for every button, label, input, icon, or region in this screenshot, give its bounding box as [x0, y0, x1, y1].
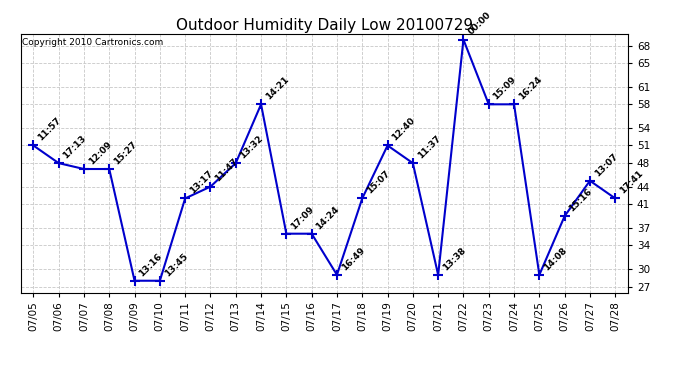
Text: 13:45: 13:45	[163, 251, 189, 278]
Text: 17:41: 17:41	[618, 169, 645, 196]
Text: 14:08: 14:08	[542, 246, 569, 272]
Text: Copyright 2010 Cartronics.com: Copyright 2010 Cartronics.com	[22, 38, 163, 46]
Text: 14:24: 14:24	[315, 204, 342, 231]
Text: 17:09: 17:09	[289, 204, 316, 231]
Text: 13:07: 13:07	[593, 152, 620, 178]
Text: 16:24: 16:24	[517, 75, 544, 102]
Text: 15:27: 15:27	[112, 140, 139, 166]
Text: 11:37: 11:37	[415, 134, 442, 160]
Text: 00:00: 00:00	[466, 10, 493, 37]
Text: 12:40: 12:40	[391, 116, 417, 143]
Text: 14:21: 14:21	[264, 75, 290, 102]
Text: 11:57: 11:57	[36, 116, 63, 143]
Text: 17:13: 17:13	[61, 134, 88, 160]
Text: 15:07: 15:07	[365, 169, 392, 196]
Title: Outdoor Humidity Daily Low 20100729: Outdoor Humidity Daily Low 20100729	[176, 18, 473, 33]
Text: 13:32: 13:32	[239, 134, 265, 160]
Text: 12:09: 12:09	[87, 140, 113, 166]
Text: 15:16: 15:16	[567, 187, 594, 213]
Text: 16:49: 16:49	[339, 245, 366, 272]
Text: 11:47: 11:47	[213, 157, 240, 184]
Text: 13:17: 13:17	[188, 169, 215, 196]
Text: 15:09: 15:09	[491, 75, 518, 102]
Text: 13:16: 13:16	[137, 251, 164, 278]
Text: 13:38: 13:38	[441, 246, 468, 272]
